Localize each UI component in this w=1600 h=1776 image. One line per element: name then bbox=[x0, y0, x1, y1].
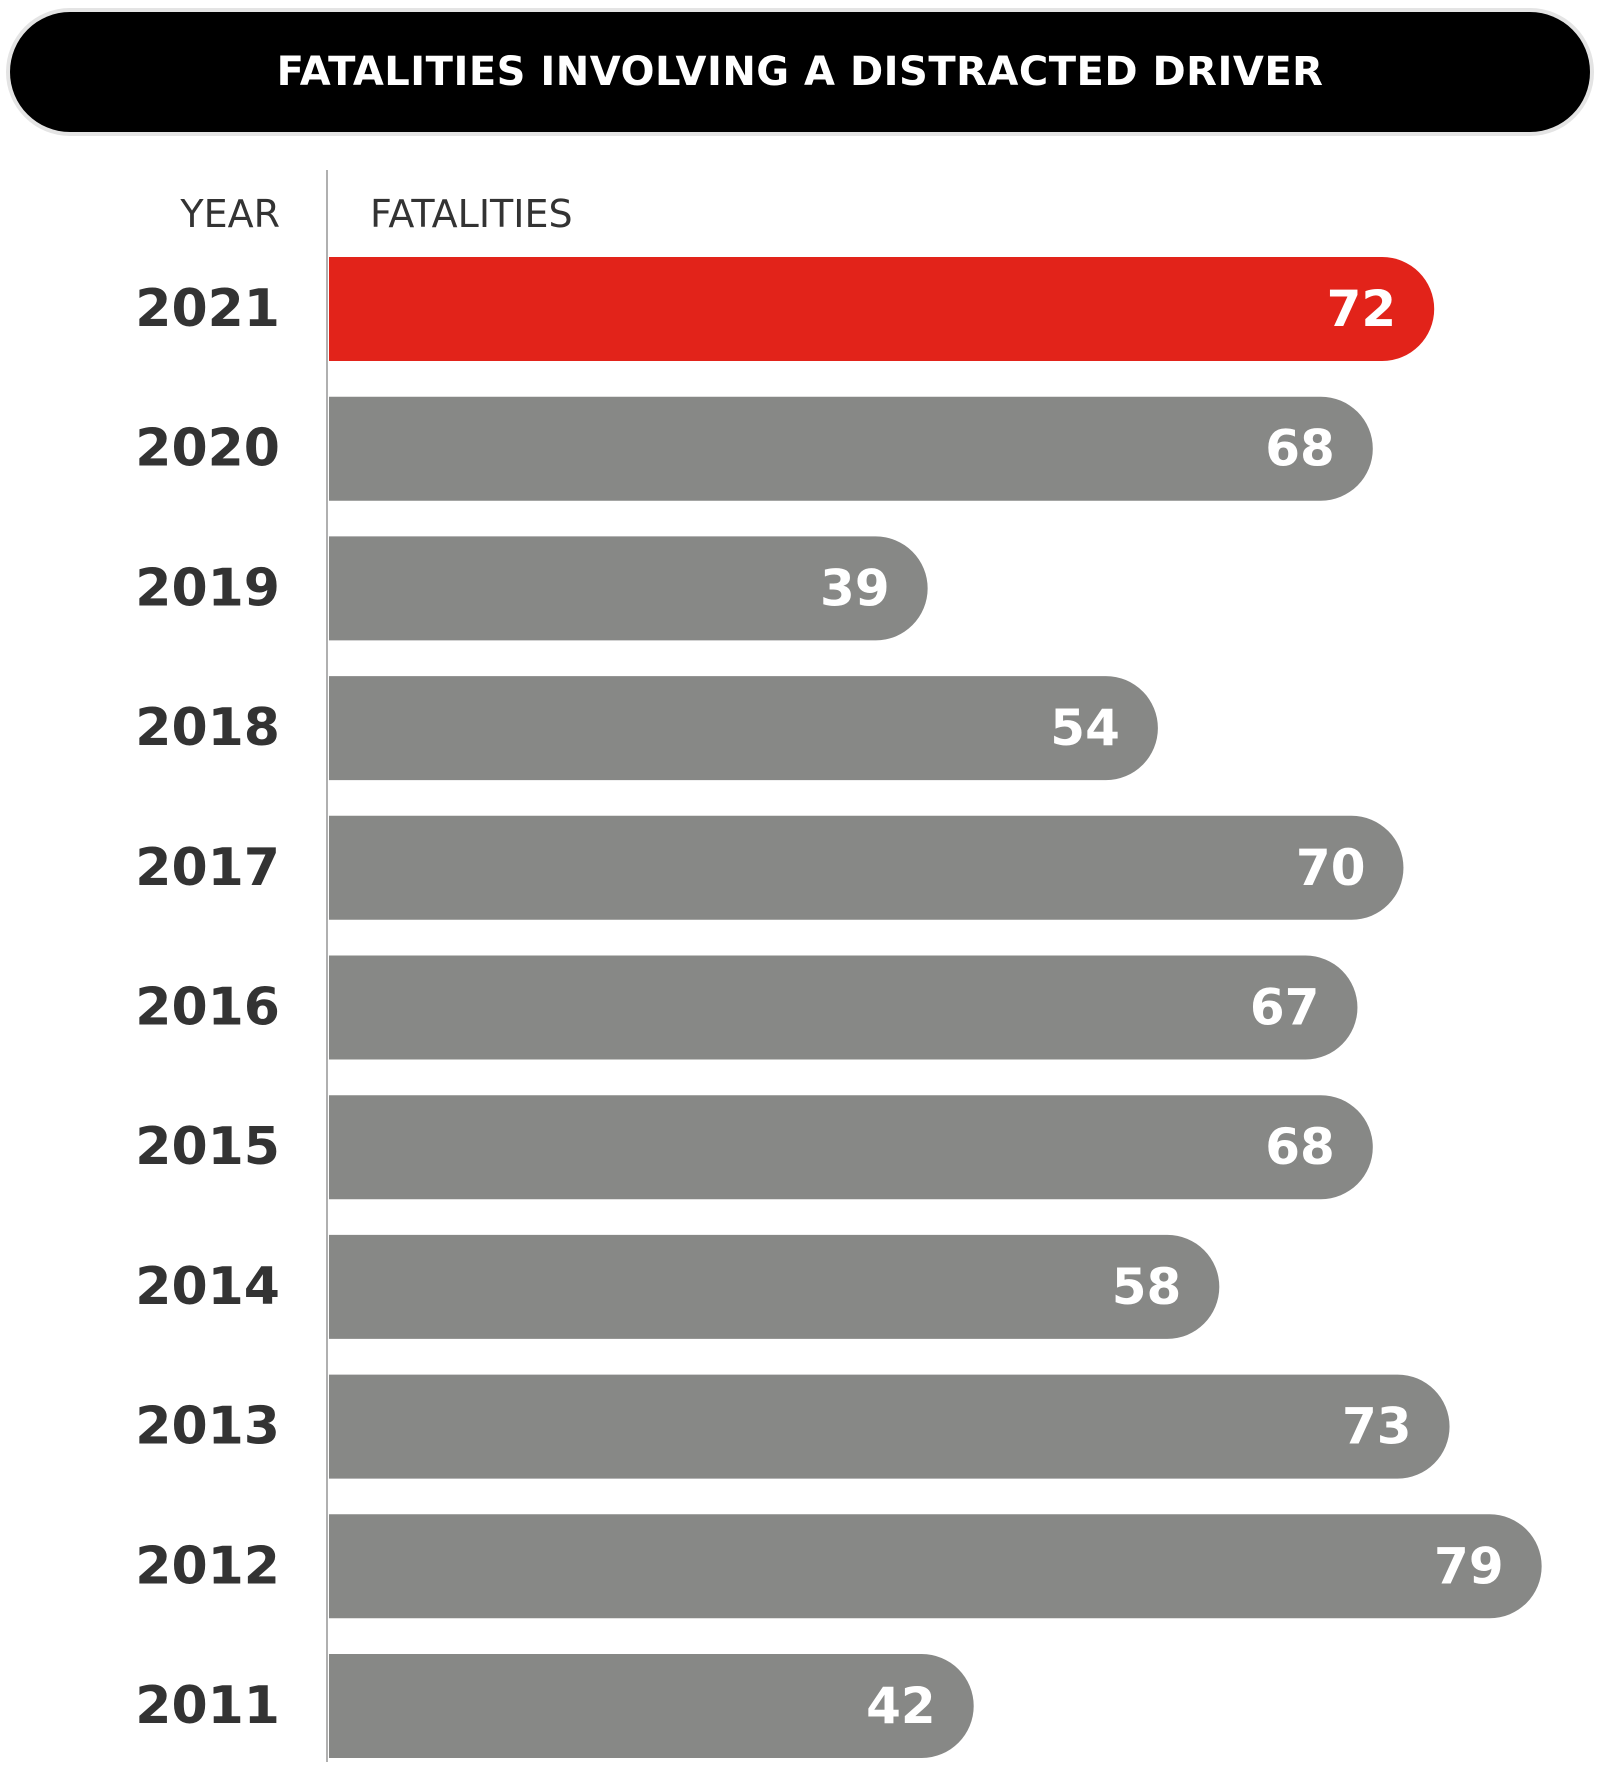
year-label-2016: 2016 bbox=[135, 978, 280, 1038]
bar-2018 bbox=[329, 676, 1158, 781]
year-label-2015: 2015 bbox=[135, 1117, 280, 1177]
value-label-2019: 39 bbox=[820, 559, 890, 617]
year-label-2014: 2014 bbox=[135, 1257, 280, 1317]
value-label-2011: 42 bbox=[866, 1677, 936, 1735]
year-label-2018: 2018 bbox=[135, 698, 280, 758]
year-label-2021: 2021 bbox=[135, 279, 280, 339]
bar-2019 bbox=[329, 536, 928, 641]
bar-2015 bbox=[329, 1095, 1373, 1200]
bar-2013 bbox=[329, 1374, 1450, 1479]
value-label-2021: 72 bbox=[1327, 280, 1397, 338]
year-label-2012: 2012 bbox=[135, 1536, 280, 1596]
bar-2017 bbox=[329, 815, 1404, 920]
value-label-2020: 68 bbox=[1265, 420, 1335, 478]
bars-group: 2021 72 2020 68 2019 39 2018 54 2017 70 2016 67 2015… bbox=[135, 257, 1542, 1758]
year-label-2020: 2020 bbox=[135, 419, 280, 479]
fatalities-column-header: FATALITIES bbox=[370, 192, 573, 236]
value-label-2016: 67 bbox=[1250, 979, 1320, 1037]
bar-2014 bbox=[329, 1234, 1220, 1339]
value-label-2017: 70 bbox=[1296, 839, 1366, 897]
value-label-2015: 68 bbox=[1265, 1118, 1335, 1176]
bar-2012 bbox=[329, 1514, 1542, 1619]
bar-2016 bbox=[329, 955, 1358, 1060]
value-label-2012: 79 bbox=[1434, 1537, 1504, 1595]
year-label-2017: 2017 bbox=[135, 838, 280, 898]
value-label-2014: 58 bbox=[1112, 1258, 1182, 1316]
year-label-2013: 2013 bbox=[135, 1397, 280, 1457]
value-label-2018: 54 bbox=[1050, 699, 1120, 757]
chart-title: FATALITIES INVOLVING A DISTRACTED DRIVER bbox=[276, 49, 1324, 95]
bar-2011 bbox=[329, 1654, 974, 1758]
year-label-2011: 2011 bbox=[135, 1676, 280, 1736]
year-column-header: YEAR bbox=[179, 192, 280, 236]
value-label-2013: 73 bbox=[1342, 1398, 1412, 1456]
chart-title-banner: FATALITIES INVOLVING A DISTRACTED DRIVER bbox=[10, 12, 1590, 132]
bar-2020 bbox=[329, 396, 1373, 501]
bar-2021 bbox=[329, 257, 1435, 361]
year-label-2019: 2019 bbox=[135, 558, 280, 618]
